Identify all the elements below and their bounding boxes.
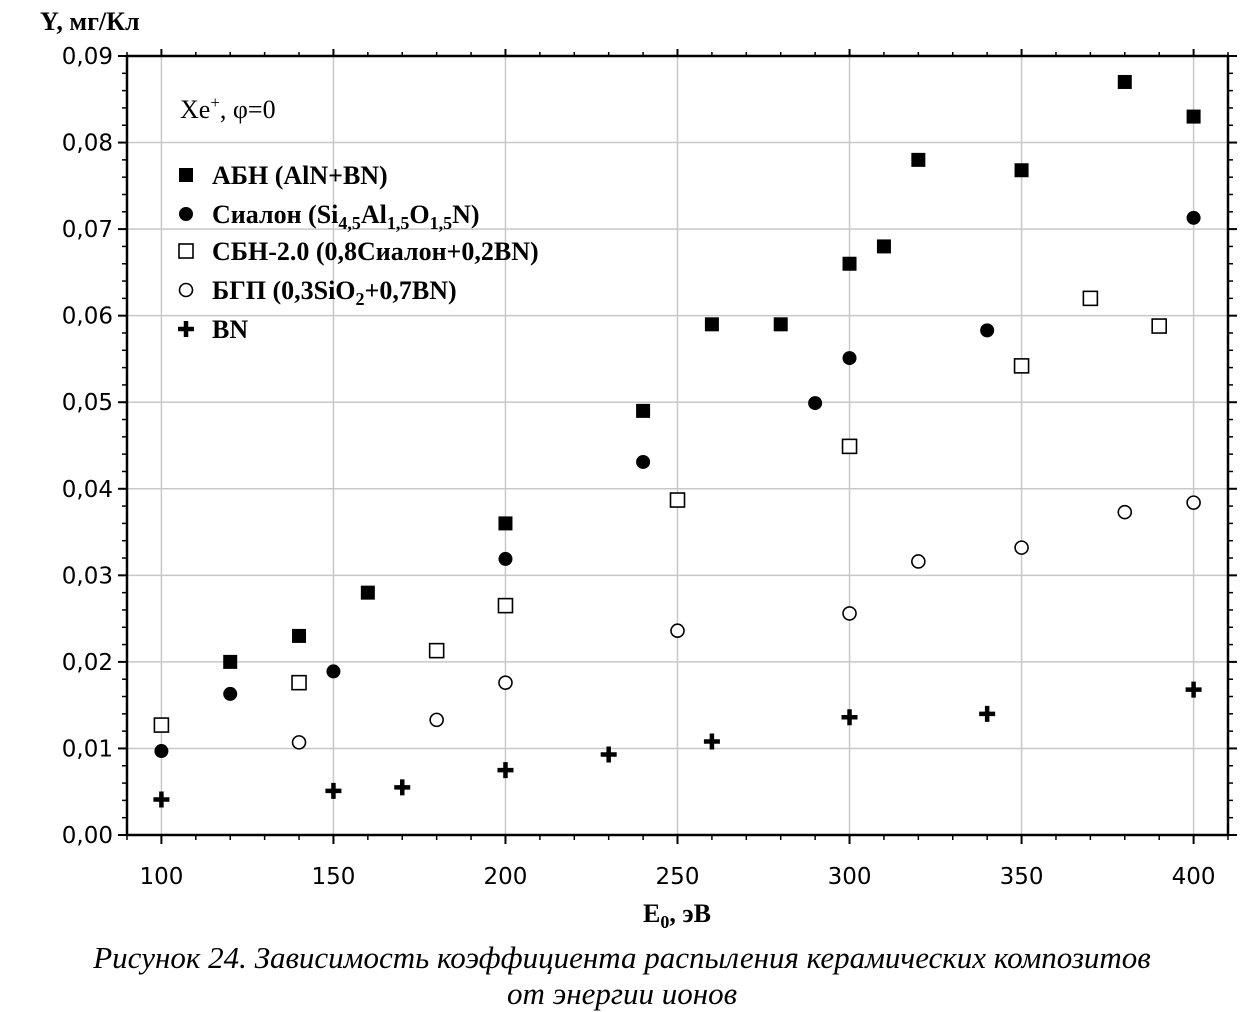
data-point xyxy=(497,762,514,779)
data-point xyxy=(808,396,823,411)
data-point xyxy=(1082,290,1099,307)
data-point xyxy=(1185,681,1202,698)
series-1 xyxy=(223,74,1201,669)
y-tick-label: 0,04 xyxy=(62,477,113,503)
legend-label: СБН-2.0 (0,8Сиалон+0,2BN) xyxy=(212,237,539,266)
axis-ticks: 100 150 200 250 300 350 400 0,00 0,01 0,02 0,03 0,0… xyxy=(62,44,1237,890)
y-tick-label: 0,02 xyxy=(62,650,113,676)
legend-label: Сиалон (Si4,5Al1,5O1,5N) xyxy=(212,200,480,233)
legend-marker xyxy=(179,207,193,221)
series-3 xyxy=(153,290,1167,733)
data-point xyxy=(911,554,926,569)
data-point xyxy=(291,674,307,691)
y-tick-label: 0,06 xyxy=(62,304,113,330)
legend-marker xyxy=(179,168,193,182)
series-4 xyxy=(291,495,1201,750)
data-point xyxy=(326,664,341,679)
y-tick-label: 0,03 xyxy=(62,563,113,589)
y-tick-label: 0,00 xyxy=(62,823,113,849)
data-point xyxy=(842,606,857,621)
legend-item-1: АБН (AlN+BN) xyxy=(179,161,388,190)
data-point xyxy=(841,709,858,726)
y-tick-label: 0,05 xyxy=(62,390,113,416)
data-point xyxy=(223,686,238,701)
data-point xyxy=(773,317,788,332)
legend-label: АБН (AlN+BN) xyxy=(212,161,388,190)
data-point xyxy=(636,454,651,469)
legend-item-4: БГП (0,3SiO2+0,7BN) xyxy=(178,276,457,309)
legend-marker xyxy=(178,282,194,298)
figure-caption: Рисунок 24. Зависимость коэффициента рас… xyxy=(0,940,1244,1012)
legend: Xe+, φ=0 АБН (AlN+BN) Сиалон (Si4,5Al1,5O1… xyxy=(178,93,539,344)
series-2 xyxy=(154,210,1201,759)
legend-marker xyxy=(178,321,194,337)
data-point xyxy=(1186,210,1201,225)
y-axis-title: Y, мг/Кл xyxy=(40,7,140,36)
data-point xyxy=(498,551,513,566)
legend-label: БГП (0,3SiO2+0,7BN) xyxy=(212,276,457,309)
y-tick-label: 0,09 xyxy=(62,44,113,70)
data-point xyxy=(670,623,685,639)
data-point xyxy=(669,492,686,508)
data-point xyxy=(292,628,307,643)
legend-item-2: Сиалон (Si4,5Al1,5O1,5N) xyxy=(179,200,480,233)
data-point xyxy=(429,712,444,728)
data-point xyxy=(1014,163,1029,178)
data-point xyxy=(703,733,720,750)
data-point xyxy=(1117,504,1133,520)
data-point xyxy=(1014,540,1029,555)
legend-label: BN xyxy=(212,315,248,344)
data-point xyxy=(394,779,411,796)
sputtering-yield-chart: 100 150 200 250 300 350 400 0,00 0,01 0,02 0,03 0,0… xyxy=(40,7,1237,932)
data-point xyxy=(153,791,170,808)
x-tick-label: 150 xyxy=(311,864,355,890)
legend-item-3: СБН-2.0 (0,8Сиалон+0,2BN) xyxy=(178,237,539,266)
data-point xyxy=(980,323,995,338)
y-tick-label: 0,01 xyxy=(62,736,113,762)
series-5 xyxy=(153,681,1202,808)
x-axis-title: E0, эВ xyxy=(643,899,711,932)
data-point xyxy=(842,256,857,271)
legend-marker xyxy=(178,243,194,259)
data-point xyxy=(497,597,514,614)
x-tick-label: 400 xyxy=(1172,864,1216,890)
data-point xyxy=(223,654,238,669)
x-tick-label: 300 xyxy=(828,864,872,890)
legend-item-5: BN xyxy=(178,315,248,344)
axis-titles: Y, мг/Кл E0, эВ xyxy=(40,7,711,932)
x-tick-label: 350 xyxy=(1000,864,1044,890)
data-points xyxy=(153,74,1202,808)
data-point xyxy=(498,675,513,690)
data-point xyxy=(154,744,169,759)
data-point xyxy=(1186,109,1201,124)
data-point xyxy=(428,642,445,659)
y-tick-label: 0,08 xyxy=(62,131,113,157)
data-point xyxy=(979,705,996,722)
data-point xyxy=(1186,495,1201,510)
x-tick-label: 200 xyxy=(484,864,528,890)
data-point xyxy=(1151,318,1167,334)
x-tick-label: 100 xyxy=(139,864,183,890)
data-point xyxy=(325,782,342,799)
data-point xyxy=(636,403,651,418)
data-point xyxy=(600,746,617,763)
x-tick-label: 250 xyxy=(656,864,700,890)
data-point xyxy=(704,317,719,332)
data-point xyxy=(876,239,891,254)
data-point xyxy=(360,585,375,600)
data-point xyxy=(498,516,513,531)
data-point xyxy=(1013,358,1030,374)
data-point xyxy=(911,152,926,167)
caption-line-1: Рисунок 24. Зависимость коэффициента рас… xyxy=(93,940,1151,975)
y-tick-label: 0,07 xyxy=(62,217,113,243)
data-point xyxy=(291,735,307,750)
data-point xyxy=(841,438,858,455)
annotation-text: Xe+, φ=0 xyxy=(180,93,276,124)
data-point xyxy=(1117,74,1132,89)
data-point xyxy=(842,351,857,366)
data-point xyxy=(153,717,170,733)
caption-line-2: от энергии ионов xyxy=(506,976,738,1011)
